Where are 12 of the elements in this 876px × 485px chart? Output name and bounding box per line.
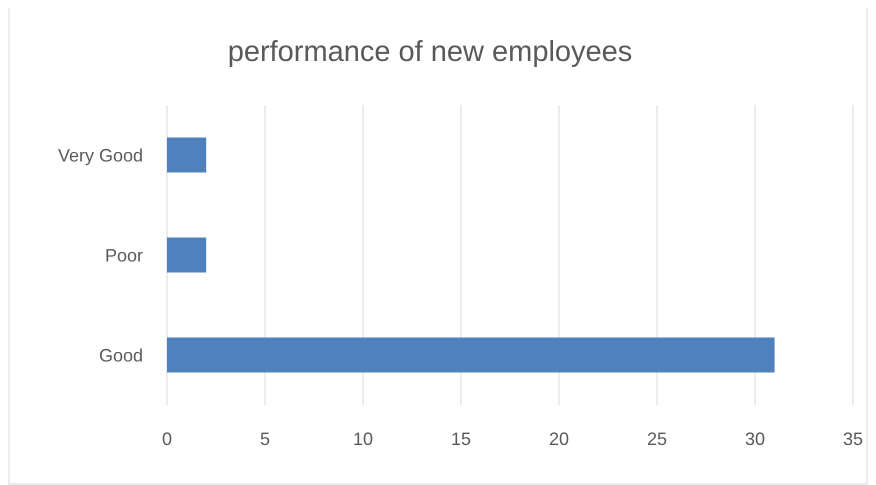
y-tick-label: Poor — [104, 245, 143, 266]
x-tick-label: 10 — [352, 429, 374, 449]
x-tick-label: 35 — [842, 429, 864, 449]
x-tick-label: 5 — [260, 429, 270, 449]
x-tick-label: 20 — [548, 429, 570, 449]
y-tick-label: Good — [98, 345, 143, 366]
x-tick-label: 0 — [162, 429, 172, 449]
chart-title: performance of new employees — [228, 36, 632, 68]
x-tick-label: 30 — [744, 429, 766, 449]
x-tick-label: 15 — [450, 429, 472, 449]
y-tick-label: Very Good — [58, 145, 143, 166]
x-tick-label: 25 — [646, 429, 668, 449]
